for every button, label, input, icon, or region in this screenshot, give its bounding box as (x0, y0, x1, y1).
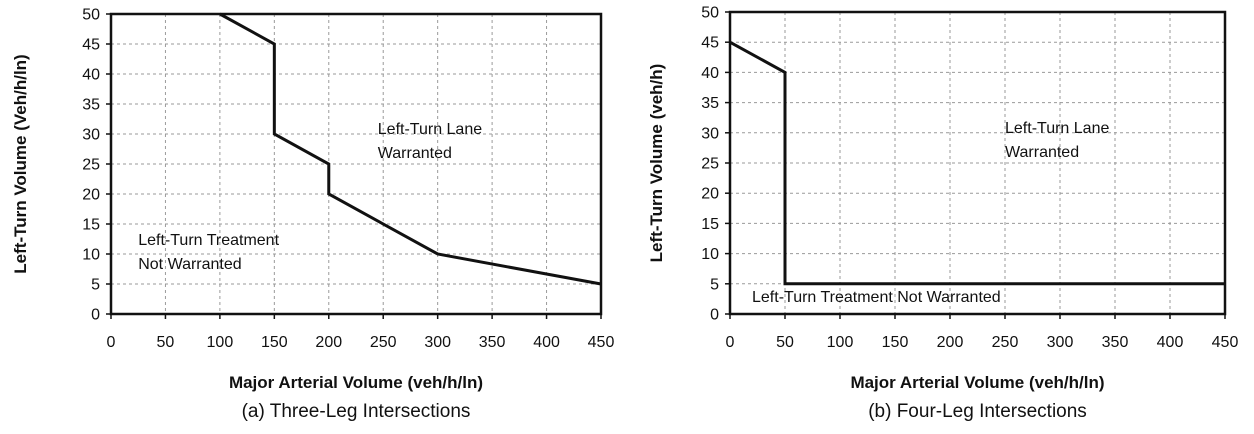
chart-panel-1: 0 50 100 150 200 250 300 350 400 450 0 5 10 15 20 25 30 3… (647, 5, 1238, 423)
y-tick-label-5: 25 (82, 157, 100, 174)
region-annotation-1: Left-Turn Treatment Not Warranted (138, 232, 279, 273)
x-tick-label-2: 100 (827, 334, 854, 351)
chart-panel-0: 0 50 100 150 200 250 300 350 400 450 0 5 10 15 20 25 30 3… (11, 7, 614, 423)
x-tick-label-5: 250 (992, 334, 1019, 351)
x-tick-label-0: 0 (726, 334, 735, 351)
y-tick-label-0: 0 (710, 307, 719, 324)
y-tick-label-3: 15 (82, 217, 100, 234)
y-tick-label-7: 35 (82, 97, 100, 114)
y-tick-label-5: 25 (701, 156, 719, 173)
x-tick-label-7: 350 (1102, 334, 1129, 351)
x-tick-label-6: 300 (1047, 334, 1074, 351)
warrant-boundary-line-0 (729, 40, 1225, 286)
x-tick-label-2: 100 (207, 334, 234, 351)
region-annotation-line: Not Warranted (138, 256, 241, 273)
x-tick-label-6: 300 (424, 334, 451, 351)
region-annotation-line: Left-Turn Treatment Not Warranted (752, 289, 1001, 306)
y-tick-label-10: 50 (701, 5, 719, 22)
region-annotation-0: Left-Turn Lane Warranted (378, 121, 482, 162)
y-tick-label-8: 40 (701, 65, 719, 82)
y-tick-label-9: 45 (701, 35, 719, 52)
y-tick-label-1: 5 (710, 276, 719, 293)
x-tick-label-4: 200 (937, 334, 964, 351)
warrant-boundary-line-0 (219, 12, 602, 286)
y-tick-label-4: 20 (82, 187, 100, 204)
x-tick-label-9: 450 (588, 334, 615, 351)
x-tick-label-3: 150 (882, 334, 909, 351)
y-tick-label-2: 10 (82, 247, 100, 264)
y-axis-title: Left-Turn Volume (veh/h) (647, 64, 666, 263)
x-tick-label-1: 50 (776, 334, 794, 351)
region-annotation-line: Left-Turn Treatment (138, 232, 279, 249)
x-tick-label-0: 0 (107, 334, 116, 351)
x-tick-label-1: 50 (157, 334, 175, 351)
y-tick-label-1: 5 (91, 277, 100, 294)
chart-caption: (b) Four-Leg Intersections (868, 401, 1087, 422)
chart-caption: (a) Three-Leg Intersections (242, 401, 471, 422)
y-tick-label-9: 45 (82, 37, 100, 54)
region-annotation-line: Warranted (1005, 144, 1079, 161)
y-tick-label-3: 15 (701, 216, 719, 233)
x-tick-label-3: 150 (261, 334, 288, 351)
y-tick-label-7: 35 (701, 95, 719, 112)
x-axis-title: Major Arterial Volume (veh/h/ln) (850, 373, 1104, 392)
y-tick-label-10: 50 (82, 7, 100, 24)
y-tick-label-2: 10 (701, 246, 719, 263)
x-tick-label-5: 250 (370, 334, 397, 351)
y-tick-label-8: 40 (82, 67, 100, 84)
x-tick-label-8: 400 (533, 334, 560, 351)
y-tick-label-6: 30 (701, 125, 719, 142)
x-tick-label-9: 450 (1212, 334, 1239, 351)
x-tick-label-7: 350 (479, 334, 506, 351)
x-tick-label-4: 200 (315, 334, 342, 351)
region-annotation-1: Left-Turn Treatment Not Warranted (752, 289, 1001, 306)
region-annotation-line: Left-Turn Lane (378, 121, 482, 138)
region-annotation-line: Warranted (378, 145, 452, 162)
y-tick-label-4: 20 (701, 186, 719, 203)
region-annotation-line: Left-Turn Lane (1005, 120, 1109, 137)
y-tick-label-6: 30 (82, 127, 100, 144)
region-annotation-0: Left-Turn Lane Warranted (1005, 120, 1109, 161)
x-axis-title: Major Arterial Volume (veh/h/ln) (229, 373, 483, 392)
x-tick-label-8: 400 (1157, 334, 1184, 351)
y-axis-title: Left-Turn Volume (Veh/h/ln) (11, 54, 30, 273)
y-tick-label-0: 0 (91, 307, 100, 324)
